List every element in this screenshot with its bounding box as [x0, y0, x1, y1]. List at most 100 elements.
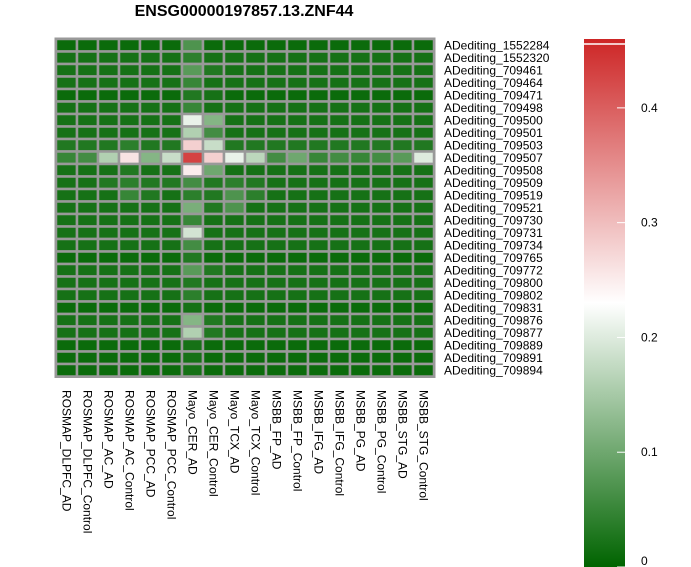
heatmap-cell	[243, 337, 268, 353]
heatmap-cell	[390, 37, 415, 53]
heatmap-cell	[96, 262, 121, 278]
heatmap-cell	[222, 212, 247, 228]
heatmap-cell	[327, 125, 352, 141]
heatmap-cell	[222, 62, 247, 78]
heatmap-cell	[75, 187, 100, 203]
column-label: MSBB_FP_AD	[270, 390, 284, 470]
heatmap-cell	[96, 337, 121, 353]
heatmap-cell	[369, 137, 394, 153]
heatmap-cell	[201, 325, 226, 341]
heatmap-cell	[369, 262, 394, 278]
heatmap-cell	[306, 175, 331, 191]
heatmap-cell	[201, 250, 226, 266]
column-label: ROSMAP_PCC_Control	[165, 390, 179, 519]
heatmap-cell	[264, 337, 289, 353]
heatmap-cell	[75, 212, 100, 228]
heatmap-cell	[369, 312, 394, 328]
row-label: ADediting_709508	[444, 163, 543, 177]
column-label: ROSMAP_DLPFC_Control	[81, 390, 95, 533]
heatmap-cell	[369, 325, 394, 341]
heatmap-cell	[369, 162, 394, 178]
heatmap-cell	[96, 75, 121, 91]
heatmap-cell	[390, 125, 415, 141]
row-label: ADediting_709734	[444, 238, 543, 252]
heatmap-cell	[264, 262, 289, 278]
heatmap-cell	[54, 87, 79, 103]
heatmap-cell	[327, 262, 352, 278]
heatmap-cell	[201, 37, 226, 53]
column-label: ROSMAP_PCC_AD	[144, 390, 158, 498]
heatmap-cell	[285, 312, 310, 328]
column-label: MSBB_STG_AD	[396, 390, 410, 479]
heatmap-cell	[117, 125, 142, 141]
heatmap-cell	[285, 337, 310, 353]
heatmap-cell	[96, 87, 121, 103]
heatmap-cell	[243, 262, 268, 278]
heatmap-cell	[117, 37, 142, 53]
heatmap-cell	[306, 362, 331, 378]
heatmap-cell	[54, 300, 79, 316]
heatmap-cell	[180, 212, 205, 228]
heatmap-cell	[138, 312, 163, 328]
heatmap-cell	[243, 250, 268, 266]
heatmap-cell	[180, 187, 205, 203]
heatmap-cell	[411, 75, 436, 91]
heatmap-cell	[180, 287, 205, 303]
heatmap-cell	[201, 62, 226, 78]
heatmap-cell	[75, 112, 100, 128]
row-label: ADediting_709731	[444, 226, 543, 240]
heatmap-cell	[348, 225, 373, 241]
heatmap-cell	[390, 212, 415, 228]
heatmap-cell	[348, 200, 373, 216]
heatmap-cell	[348, 137, 373, 153]
heatmap-cell	[96, 100, 121, 116]
heatmap-cell	[201, 225, 226, 241]
heatmap-cell	[75, 287, 100, 303]
heatmap-cell	[54, 350, 79, 366]
heatmap-cell	[327, 87, 352, 103]
heatmap-cell	[96, 312, 121, 328]
heatmap-cell	[159, 200, 184, 216]
heatmap-cell	[390, 100, 415, 116]
row-label: ADediting_709831	[444, 301, 543, 315]
heatmap-cell	[243, 87, 268, 103]
heatmap-cell	[54, 225, 79, 241]
heatmap-cell	[390, 237, 415, 253]
heatmap-cell	[201, 350, 226, 366]
heatmap-cell	[411, 275, 436, 291]
heatmap-cell	[369, 75, 394, 91]
heatmap-cell	[180, 37, 205, 53]
heatmap-cell	[264, 175, 289, 191]
heatmap-cell	[138, 200, 163, 216]
heatmap-cell	[138, 337, 163, 353]
heatmap-cell	[285, 350, 310, 366]
row-label: ADediting_709876	[444, 313, 543, 327]
heatmap-cell	[117, 200, 142, 216]
heatmap-cell	[138, 62, 163, 78]
heatmap-cell	[180, 300, 205, 316]
heatmap-cell	[117, 237, 142, 253]
heatmap-cell	[138, 175, 163, 191]
heatmap-cell	[75, 275, 100, 291]
heatmap-cell	[96, 325, 121, 341]
heatmap-cell	[264, 150, 289, 166]
heatmap-cell	[264, 187, 289, 203]
heatmap-cell	[180, 75, 205, 91]
heatmap-cell	[306, 50, 331, 66]
heatmap-cell	[201, 175, 226, 191]
heatmap-cell	[96, 150, 121, 166]
row-label: ADediting_709519	[444, 188, 543, 202]
heatmap-cell	[159, 250, 184, 266]
heatmap-cell	[264, 200, 289, 216]
row-label: ADediting_709503	[444, 138, 543, 152]
heatmap-cell	[222, 50, 247, 66]
heatmap-cell	[75, 100, 100, 116]
heatmap-cell	[411, 100, 436, 116]
heatmap-cell	[222, 150, 247, 166]
heatmap-cell	[201, 125, 226, 141]
heatmap-cell	[390, 287, 415, 303]
heatmap-cell	[180, 325, 205, 341]
heatmap-cell	[411, 237, 436, 253]
heatmap-cell	[327, 162, 352, 178]
heatmap-cell	[348, 362, 373, 378]
